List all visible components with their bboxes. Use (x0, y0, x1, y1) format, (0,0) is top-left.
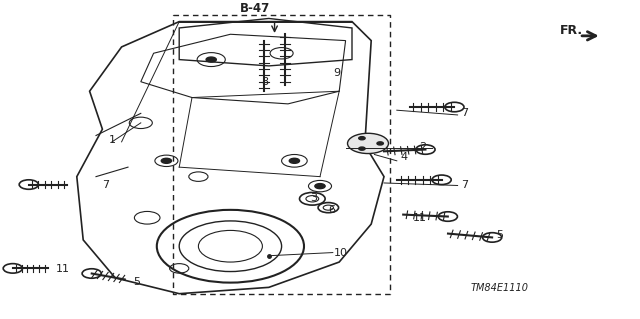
Circle shape (377, 142, 383, 145)
Circle shape (348, 133, 388, 153)
Text: 11: 11 (413, 213, 427, 223)
Text: 5: 5 (496, 230, 503, 240)
Circle shape (315, 184, 325, 189)
Text: 1: 1 (109, 135, 116, 145)
Text: 2: 2 (419, 142, 426, 152)
Text: 4: 4 (400, 152, 407, 162)
Text: 10: 10 (334, 248, 348, 257)
Text: 9: 9 (333, 68, 340, 78)
Text: 5: 5 (133, 277, 140, 287)
Text: 8: 8 (261, 77, 268, 87)
Circle shape (289, 158, 300, 163)
Text: 7: 7 (102, 181, 109, 190)
Text: FR.: FR. (560, 24, 583, 37)
Text: 3: 3 (310, 193, 317, 203)
Text: 11: 11 (56, 264, 70, 274)
Circle shape (161, 158, 172, 163)
Circle shape (358, 137, 365, 140)
Circle shape (359, 147, 365, 150)
Text: 6: 6 (328, 205, 335, 215)
Text: TM84E1110: TM84E1110 (470, 283, 528, 293)
Text: 7: 7 (461, 181, 468, 190)
Circle shape (206, 57, 216, 62)
Text: 7: 7 (461, 108, 468, 118)
Text: B-47: B-47 (239, 2, 270, 15)
